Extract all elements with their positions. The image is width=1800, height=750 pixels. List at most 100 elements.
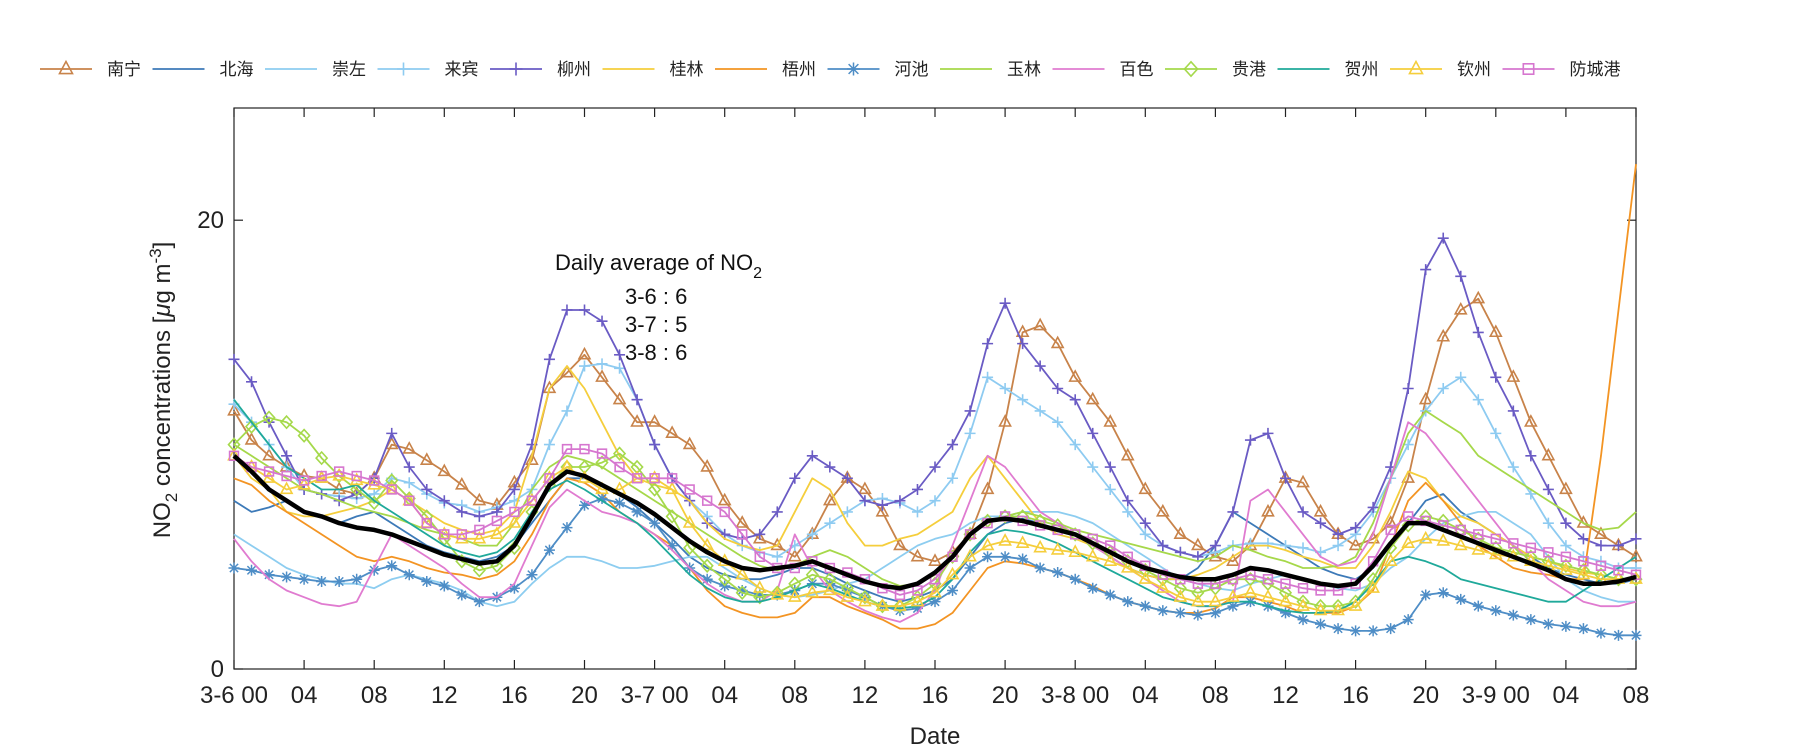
marker-star bbox=[1104, 589, 1116, 601]
marker-plus bbox=[1437, 383, 1449, 394]
legend-item-崇左: 崇左 bbox=[265, 60, 366, 79]
marker-square bbox=[614, 461, 625, 473]
marker-square bbox=[333, 466, 345, 477]
marker-star bbox=[666, 540, 678, 552]
marker-triangle bbox=[1408, 59, 1424, 75]
marker-triangle bbox=[752, 530, 767, 544]
marker-star bbox=[246, 564, 258, 576]
marker-plus bbox=[631, 394, 643, 406]
marker-triangle bbox=[525, 452, 539, 465]
marker-triangle bbox=[665, 481, 679, 495]
marker-plus bbox=[397, 62, 410, 76]
marker-diamond bbox=[385, 473, 399, 488]
marker-diamond bbox=[262, 410, 276, 425]
marker-triangle bbox=[1436, 328, 1451, 342]
marker-plus bbox=[1139, 517, 1151, 529]
marker-triangle bbox=[1068, 544, 1083, 557]
marker-diamond bbox=[735, 585, 749, 600]
marker-square bbox=[316, 470, 327, 482]
marker-star bbox=[508, 582, 520, 594]
marker-triangle bbox=[875, 503, 890, 517]
marker-triangle bbox=[577, 346, 592, 360]
marker-diamond bbox=[595, 455, 609, 470]
x-tick-label: 20 bbox=[1412, 682, 1439, 709]
marker-triangle bbox=[1471, 542, 1486, 555]
legend-label: 桂林 bbox=[670, 60, 704, 79]
marker-square bbox=[1508, 538, 1519, 549]
marker-diamond bbox=[1296, 594, 1310, 609]
marker-plus bbox=[1069, 439, 1081, 451]
legend-label: 梧州 bbox=[782, 60, 816, 79]
x-tick-label: 20 bbox=[992, 682, 1019, 709]
marker-triangle bbox=[332, 468, 346, 481]
legend-label: 玉林 bbox=[1007, 60, 1041, 79]
marker-square bbox=[421, 517, 432, 529]
marker-plus bbox=[1122, 495, 1134, 507]
marker-star bbox=[1087, 582, 1099, 594]
x-tick-label: 3-8 00 bbox=[1041, 682, 1109, 709]
marker-triangle bbox=[1155, 580, 1170, 593]
marker-triangle bbox=[1173, 589, 1188, 602]
marker-square bbox=[298, 475, 310, 486]
marker-plus bbox=[1367, 501, 1379, 513]
marker-triangle bbox=[1120, 560, 1135, 573]
marker-triangle bbox=[717, 492, 732, 506]
marker-square bbox=[1522, 62, 1535, 75]
marker-diamond bbox=[297, 428, 311, 443]
marker-star bbox=[456, 589, 468, 601]
legend-label: 南宁 bbox=[107, 60, 141, 79]
marker-square bbox=[1560, 551, 1572, 563]
series-average bbox=[232, 454, 1637, 591]
marker-triangle bbox=[1524, 414, 1538, 427]
marker-star bbox=[386, 560, 398, 572]
marker-plus bbox=[614, 349, 626, 361]
marker-square bbox=[912, 585, 923, 596]
marker-star bbox=[281, 571, 293, 583]
x-tick-label: 20 bbox=[571, 682, 598, 709]
marker-square bbox=[596, 448, 608, 459]
marker-square bbox=[1613, 565, 1624, 576]
marker-plus bbox=[1507, 405, 1519, 417]
marker-plus bbox=[1209, 540, 1221, 552]
marker-triangle bbox=[1453, 537, 1468, 551]
marker-plus bbox=[1472, 394, 1484, 406]
marker-plus bbox=[1630, 533, 1642, 545]
marker-triangle bbox=[1418, 530, 1433, 544]
marker-triangle bbox=[297, 476, 311, 490]
marker-star bbox=[999, 551, 1011, 563]
marker-triangle bbox=[542, 380, 557, 394]
marker-triangle bbox=[1120, 447, 1135, 461]
legend-item-柳州: 柳州 bbox=[490, 60, 591, 79]
x-tick-label: 3-6 00 bbox=[200, 682, 268, 709]
marker-plus bbox=[543, 353, 555, 365]
marker-triangle bbox=[963, 548, 977, 562]
marker-triangle bbox=[1103, 553, 1118, 566]
marker-square bbox=[947, 551, 958, 563]
marker-diamond bbox=[1436, 513, 1450, 529]
marker-triangle bbox=[58, 59, 74, 75]
legend-label: 防城港 bbox=[1570, 60, 1621, 79]
marker-diamond bbox=[507, 540, 521, 556]
marker-triangle bbox=[612, 391, 627, 405]
series-崇左 bbox=[233, 510, 1636, 608]
marker-plus bbox=[999, 297, 1011, 309]
marker-triangle bbox=[367, 476, 382, 490]
marker-triangle bbox=[1296, 474, 1310, 488]
marker-diamond bbox=[367, 495, 381, 511]
marker-triangle bbox=[1068, 369, 1083, 382]
marker-star bbox=[947, 584, 959, 596]
marker-star bbox=[1560, 620, 1572, 632]
marker-triangle bbox=[595, 369, 609, 382]
marker-star bbox=[754, 589, 766, 601]
x-tick-label: 04 bbox=[1132, 682, 1159, 709]
marker-square bbox=[894, 589, 906, 601]
marker-plus bbox=[579, 304, 590, 316]
marker-square bbox=[386, 484, 397, 495]
x-tick-label: 04 bbox=[711, 682, 738, 709]
marker-square bbox=[649, 473, 660, 484]
x-tick-label: 08 bbox=[1202, 682, 1229, 709]
marker-star bbox=[1034, 562, 1046, 574]
marker-triangle bbox=[1401, 535, 1416, 548]
marker-star bbox=[1437, 587, 1449, 599]
marker-star bbox=[1052, 567, 1064, 579]
